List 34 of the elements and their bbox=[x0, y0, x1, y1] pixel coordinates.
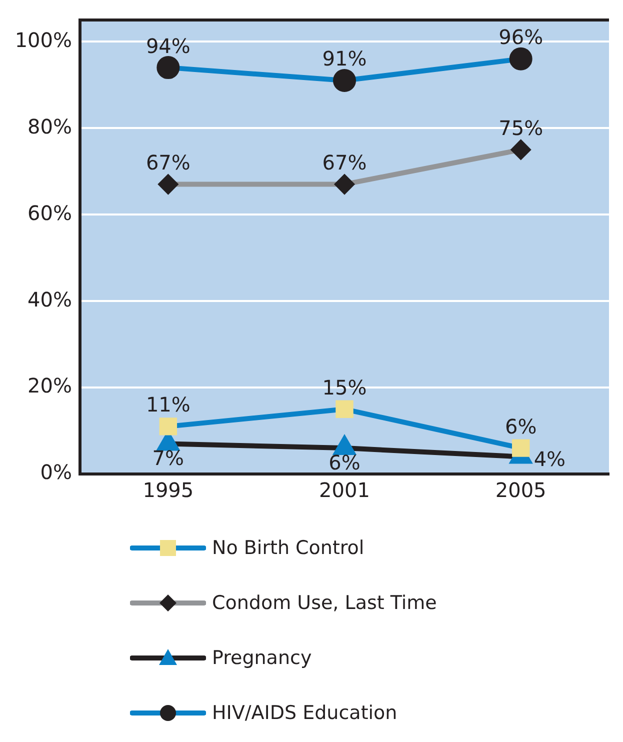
point bbox=[512, 439, 530, 457]
point bbox=[511, 140, 530, 160]
y-tick-label: 100% bbox=[14, 28, 72, 52]
data-label: 96% bbox=[498, 25, 544, 50]
point bbox=[159, 418, 178, 436]
point bbox=[333, 69, 356, 92]
y-tick-label: 40% bbox=[28, 287, 72, 312]
data-label: 6% bbox=[328, 450, 360, 474]
data-label: 94% bbox=[146, 34, 190, 58]
x-tick-label: 2001 bbox=[319, 478, 370, 502]
legend-label: HIV/AIDS Education bbox=[212, 702, 398, 724]
data-label: 6% bbox=[504, 414, 537, 438]
legend-label: No Birth Control bbox=[212, 536, 364, 558]
legend-label: Condom Use, Last Time bbox=[212, 592, 437, 614]
y-tick-label: 60% bbox=[28, 200, 72, 225]
y-tick-label: 20% bbox=[28, 374, 72, 398]
data-label: 91% bbox=[322, 46, 367, 71]
data-label: 11% bbox=[146, 392, 190, 417]
legend-label: Pregnancy bbox=[212, 646, 312, 668]
point bbox=[336, 400, 354, 418]
point bbox=[156, 56, 180, 80]
x-tick-label: 2005 bbox=[495, 478, 546, 502]
data-label: 75% bbox=[498, 116, 544, 140]
data-label: 67% bbox=[322, 150, 367, 175]
y-tick-label: 80% bbox=[28, 114, 72, 138]
data-label: 4% bbox=[534, 446, 566, 471]
data-label: 67% bbox=[146, 150, 190, 175]
point bbox=[335, 174, 354, 194]
x-tick-label: 1995 bbox=[142, 478, 194, 502]
y-tick-label: 0% bbox=[40, 460, 72, 484]
point bbox=[509, 47, 532, 70]
data-label: 7% bbox=[152, 446, 184, 470]
point bbox=[158, 174, 178, 194]
data-label: 15% bbox=[322, 375, 367, 400]
